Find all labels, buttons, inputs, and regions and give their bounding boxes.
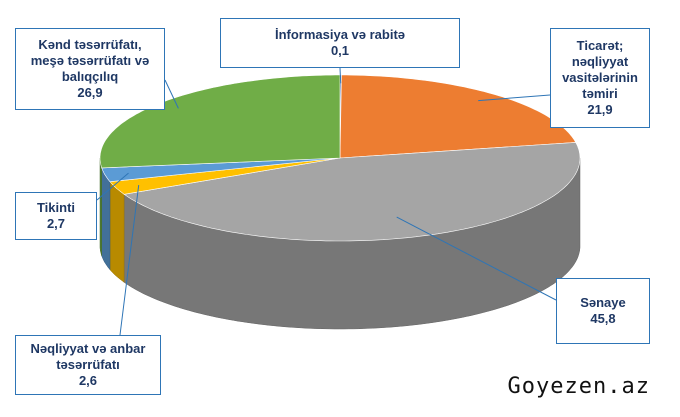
data-label: Ticarət; nəqliyyat vasitələrinin təmiri 2… [550, 28, 650, 128]
category-label: Kənd təsərrüfatı, meşə təsərrüfatı və ba… [30, 37, 150, 84]
slice-side [109, 181, 125, 283]
data-label: İnformasiya və rabitə 0,1 [220, 18, 460, 68]
watermark: Goyezen.az [507, 374, 650, 399]
category-label: Tikinti [36, 200, 76, 215]
value-label: 0,1 [330, 43, 350, 58]
slice-side [101, 167, 111, 271]
value-label: 2,6 [78, 373, 98, 388]
data-label: Kənd təsərrüfatı, meşə təsərrüfatı və ba… [15, 28, 165, 110]
data-label: Sənaye 45,8 [556, 278, 650, 344]
slice [123, 142, 581, 242]
data-label: Nəqliyyat və anbar təsərrüfatı 2,6 [15, 335, 161, 395]
value-label: 21,9 [587, 102, 613, 117]
category-label: İnformasiya və rabitə [274, 27, 406, 42]
slice [109, 157, 341, 195]
leader-line [396, 216, 557, 301]
leader-line [96, 172, 129, 201]
data-label: Tikinti 2,7 [15, 192, 97, 240]
value-label: 45,8 [590, 311, 616, 326]
leader-line [119, 185, 140, 336]
value-label: 26,9 [77, 85, 103, 100]
leader-line [164, 79, 179, 109]
value-label: 2,7 [46, 216, 66, 231]
category-label: Sənaye [580, 295, 626, 310]
leader-line [339, 67, 342, 84]
category-label: Nəqliyyat və anbar təsərrüfatı [30, 341, 146, 372]
leader-line [478, 94, 551, 102]
slice-side [99, 158, 102, 256]
category-label: Ticarət; nəqliyyat vasitələrinin təmiri [562, 38, 638, 101]
slice [101, 157, 341, 183]
